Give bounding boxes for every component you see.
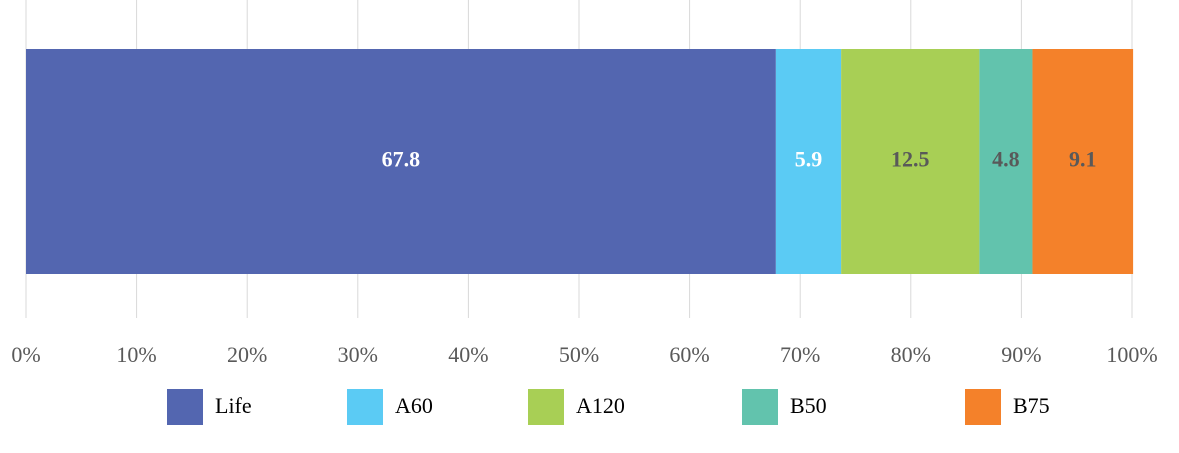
- data-label: 12.5: [891, 147, 930, 172]
- bar-segment: [979, 49, 1033, 274]
- bar-segment: [841, 49, 980, 274]
- legend-label: A120: [576, 393, 625, 418]
- legend-label: A60: [395, 393, 433, 418]
- legend-swatch: [347, 389, 383, 425]
- data-label: 5.9: [795, 147, 823, 172]
- x-tick-label: 30%: [338, 342, 378, 367]
- legend-swatch: [528, 389, 564, 425]
- data-label: 9.1: [1069, 147, 1097, 172]
- bar-segment: [775, 49, 842, 274]
- legend-swatch: [965, 389, 1001, 425]
- legend-label: B50: [790, 393, 827, 418]
- legend-label: B75: [1013, 393, 1050, 418]
- x-tick-label: 70%: [780, 342, 820, 367]
- bar-segment: [26, 49, 776, 274]
- x-tick-label: 0%: [11, 342, 40, 367]
- x-tick-label: 60%: [669, 342, 709, 367]
- legend-label: Life: [215, 393, 252, 418]
- data-label: 67.8: [382, 147, 421, 172]
- x-tick-label: 50%: [559, 342, 599, 367]
- x-tick-label: 100%: [1106, 342, 1157, 367]
- bar-segment: [1032, 49, 1134, 274]
- x-tick-label: 90%: [1001, 342, 1041, 367]
- x-tick-label: 40%: [448, 342, 488, 367]
- legend-swatch: [742, 389, 778, 425]
- x-tick-label: 10%: [116, 342, 156, 367]
- x-tick-label: 20%: [227, 342, 267, 367]
- data-label: 4.8: [992, 147, 1020, 172]
- legend-swatch: [167, 389, 203, 425]
- x-tick-label: 80%: [891, 342, 931, 367]
